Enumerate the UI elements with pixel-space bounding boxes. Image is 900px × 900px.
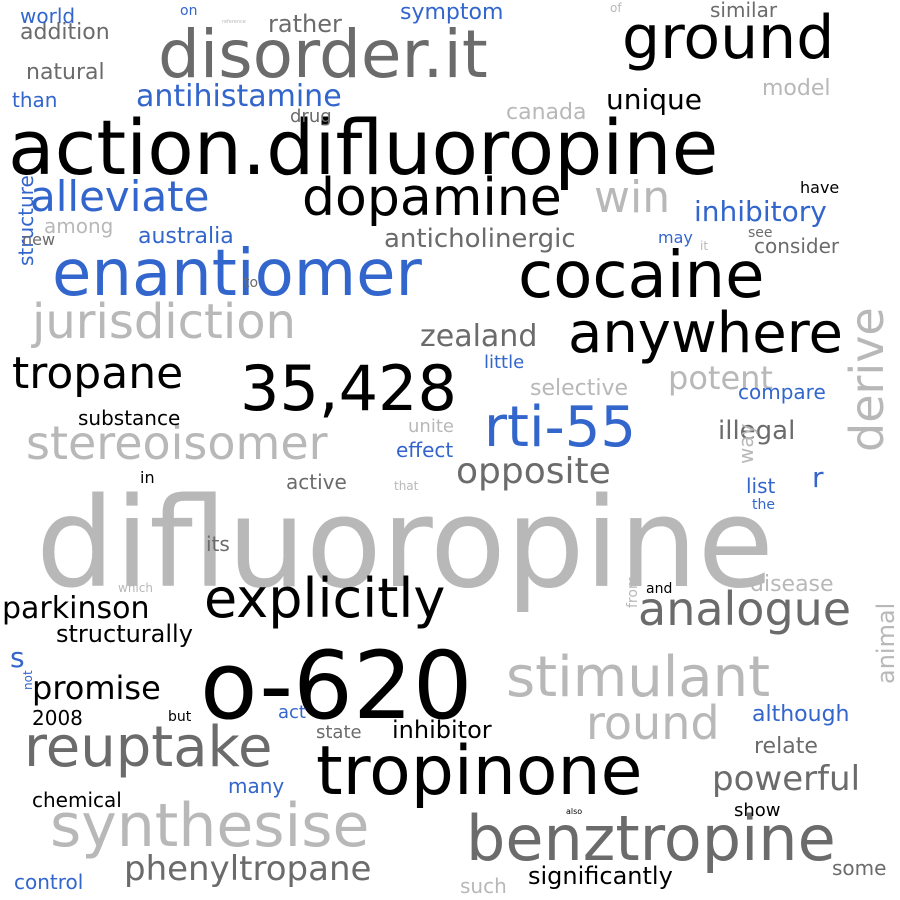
word-anticholinergic: anticholinergic — [384, 224, 576, 254]
word-round: round — [586, 696, 720, 750]
word-analogue: analogue — [638, 582, 852, 636]
word-win: win — [594, 172, 671, 223]
word-jurisdiction: jurisdiction — [32, 294, 296, 350]
word-synthesise: synthesise — [50, 791, 370, 861]
word-potent: potent — [668, 359, 773, 397]
word-model: model — [762, 76, 831, 101]
word-reference: reference — [222, 19, 246, 25]
word-way: way — [734, 423, 758, 464]
word-control: control — [14, 870, 84, 894]
word-structure: structure — [14, 175, 38, 266]
word-have: have — [800, 178, 840, 197]
word-animal: animal — [872, 602, 900, 684]
word-little: little — [484, 352, 525, 373]
word-parkinson: parkinson — [2, 591, 150, 626]
word-action-difluoropine: action.difluoropine — [8, 103, 719, 192]
word-dopamine: dopamine — [302, 168, 562, 228]
word-phenyltropane: phenyltropane — [124, 849, 372, 889]
word-new: new — [22, 230, 56, 249]
word-in: in — [140, 468, 155, 487]
word-powerful: powerful — [712, 759, 861, 799]
word-to: to — [244, 275, 259, 291]
word-consider: consider — [754, 234, 840, 258]
word-cocaine: cocaine — [518, 239, 765, 313]
word-2008: 2008 — [32, 706, 83, 730]
word-tropane: tropane — [12, 348, 184, 399]
word-such: such — [460, 874, 507, 898]
word-canada: canada — [506, 100, 587, 125]
word-opposite: opposite — [456, 451, 611, 492]
word-it: it — [700, 239, 709, 253]
word-promise: promise — [32, 669, 161, 707]
word-benztropine: benztropine — [466, 802, 836, 875]
word-that: that — [394, 479, 419, 493]
word-inhibitory: inhibitory — [694, 195, 827, 228]
word-derive: derive — [840, 307, 894, 452]
word-relate: relate — [754, 734, 818, 759]
word-world: world — [20, 4, 76, 28]
word-list: list — [746, 474, 776, 498]
word-illegal: illegal — [718, 416, 796, 446]
word-r: r — [812, 461, 824, 494]
word-symptom: symptom — [400, 0, 504, 25]
word-reuptake: reuptake — [24, 715, 273, 780]
word-and: and — [646, 581, 673, 597]
word-state: state — [316, 722, 362, 743]
word-chemical: chemical — [32, 788, 122, 812]
word-s: s — [10, 641, 25, 674]
word-anywhere: anywhere — [568, 301, 843, 366]
word-disorder-it: disorder.it — [158, 16, 488, 93]
word-rather: rather — [268, 10, 342, 38]
word-selective: selective — [530, 376, 629, 401]
word-not: not — [21, 670, 35, 690]
word-unite: unite — [408, 416, 454, 437]
word-stimulant: stimulant — [506, 645, 771, 710]
word-substance: substance — [78, 406, 181, 430]
word-compare: compare — [738, 380, 826, 404]
word-from: from — [625, 575, 641, 608]
word-enantiomer: enantiomer — [52, 237, 422, 311]
word-antihistamine: antihistamine — [136, 79, 342, 114]
word-similar: similar — [710, 0, 778, 22]
word-rti-55: rti-55 — [484, 395, 637, 460]
word-act: act — [278, 702, 306, 723]
word-also: also — [566, 807, 583, 816]
word-which: which — [118, 581, 153, 595]
word-some: some — [832, 856, 887, 880]
word-but: but — [168, 709, 192, 725]
word-natural: natural — [26, 60, 105, 85]
word-may: may — [658, 228, 693, 247]
word-ground: ground — [622, 3, 835, 73]
word-stereoisomer: stereoisomer — [26, 416, 328, 470]
word-its: its — [206, 532, 230, 556]
word-although: although — [752, 702, 850, 727]
word-australia: australia — [138, 224, 234, 249]
word-the: the — [752, 497, 775, 513]
word-significantly: significantly — [528, 862, 673, 890]
word-addition: addition — [20, 20, 110, 45]
word-on: on — [180, 3, 198, 19]
word-effect: effect — [396, 438, 454, 462]
word-alleviate: alleviate — [30, 172, 210, 221]
word-explicitly: explicitly — [204, 567, 446, 630]
word-active: active — [286, 470, 347, 494]
word-among: among — [44, 214, 114, 238]
word-of: of — [610, 1, 622, 15]
word-than: than — [12, 88, 58, 112]
word-tropinone: tropinone — [316, 732, 643, 811]
word-inhibitor: inhibitor — [392, 716, 492, 744]
word-35-428: 35,428 — [240, 352, 457, 425]
word-drug: drug — [290, 106, 332, 127]
word-structurally: structurally — [56, 620, 193, 648]
word-disease: disease — [750, 572, 834, 597]
word-zealand: zealand — [420, 319, 538, 354]
word-many: many — [228, 774, 285, 798]
word-see: see — [748, 225, 773, 241]
word-unique: unique — [606, 83, 703, 116]
word-difluoropine: difluoropine — [36, 472, 774, 616]
word-o-620: o-620 — [200, 632, 473, 741]
word-show: show — [734, 800, 781, 821]
